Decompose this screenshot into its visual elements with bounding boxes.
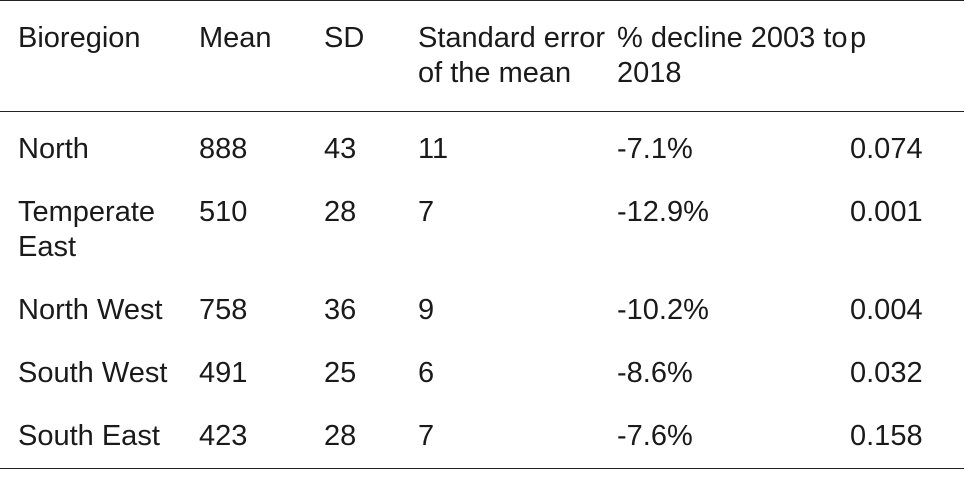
cell-p: 0.032	[850, 357, 923, 389]
cell-percent-decline: -10.2%	[617, 294, 709, 326]
table-row: Temperate East 510 28 7 -12.9% 0.001	[0, 181, 964, 279]
table-row: South East 423 28 7 -7.6% 0.158	[0, 405, 964, 469]
cell-standard-error: 7	[418, 196, 435, 228]
column-header-sd: SD	[324, 22, 365, 54]
table-row: North 888 43 11 -7.1% 0.074	[0, 112, 964, 182]
cell-sd: 43	[324, 133, 357, 165]
data-table-container: Bioregion Mean SD Standard error of the …	[0, 0, 964, 469]
table-body: North 888 43 11 -7.1% 0.074 Temperate Ea…	[0, 112, 964, 469]
table-row: North West 758 36 9 -10.2% 0.004	[0, 279, 964, 342]
cell-bioregion: North West	[18, 294, 163, 326]
column-header-bioregion: Bioregion	[18, 22, 141, 54]
cell-mean: 491	[199, 357, 248, 389]
cell-sd: 36	[324, 294, 357, 326]
cell-p: 0.074	[850, 133, 923, 165]
cell-p: 0.158	[850, 420, 923, 452]
table-row: South West 491 25 6 -8.6% 0.032	[0, 342, 964, 405]
cell-percent-decline: -12.9%	[617, 196, 709, 228]
cell-sd: 28	[324, 196, 357, 228]
cell-standard-error: 7	[418, 420, 435, 452]
cell-bioregion: South East	[18, 420, 160, 452]
cell-mean: 423	[199, 420, 248, 452]
cell-bioregion: South West	[18, 357, 168, 389]
cell-p: 0.004	[850, 294, 923, 326]
cell-percent-decline: -7.1%	[617, 133, 693, 165]
cell-percent-decline: -8.6%	[617, 357, 693, 389]
column-header-p: p	[850, 22, 867, 54]
cell-mean: 758	[199, 294, 248, 326]
cell-standard-error: 11	[418, 133, 449, 165]
cell-sd: 25	[324, 357, 357, 389]
header-row: Bioregion Mean SD Standard error of the …	[0, 0, 964, 112]
cell-sd: 28	[324, 420, 357, 452]
cell-percent-decline: -7.6%	[617, 420, 693, 452]
cell-p: 0.001	[850, 196, 923, 228]
bioregion-table: Bioregion Mean SD Standard error of the …	[0, 0, 964, 469]
cell-mean: 888	[199, 133, 248, 165]
column-header-standard-error: Standard error of the mean	[418, 22, 605, 89]
cell-bioregion: Temperate East	[18, 196, 156, 263]
column-header-mean: Mean	[199, 22, 272, 54]
cell-standard-error: 9	[418, 294, 435, 326]
cell-bioregion: North	[18, 133, 89, 165]
cell-mean: 510	[199, 196, 248, 228]
table-header: Bioregion Mean SD Standard error of the …	[0, 0, 964, 112]
cell-standard-error: 6	[418, 357, 435, 389]
column-header-percent-decline: % decline 2003 to 2018	[617, 22, 848, 89]
